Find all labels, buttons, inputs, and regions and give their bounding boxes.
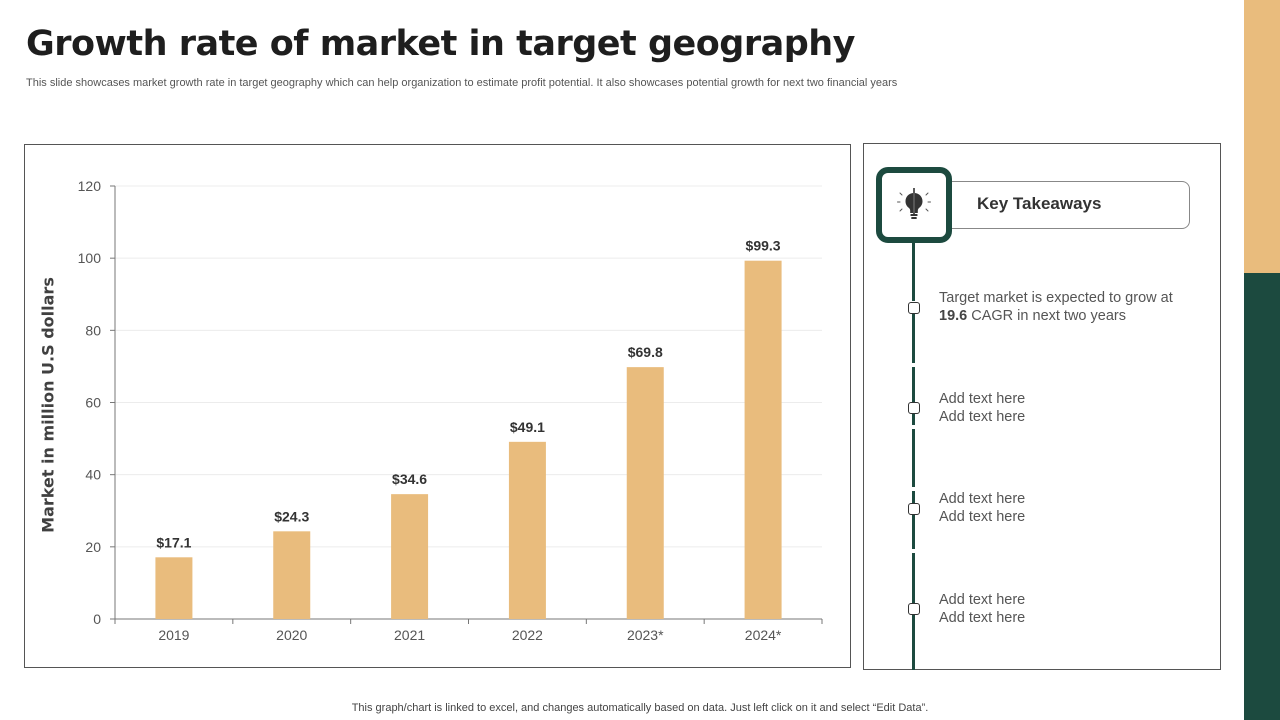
timeline-node xyxy=(908,402,920,414)
lightbulb-icon xyxy=(897,188,931,219)
footer-note: This graph/chart is linked to excel, and… xyxy=(351,702,929,714)
bar xyxy=(273,531,311,619)
bar xyxy=(155,557,193,619)
timeline-node xyxy=(908,503,920,515)
bar xyxy=(508,441,546,619)
x-tick-label: 2020 xyxy=(276,627,307,643)
x-tick-label: 2022 xyxy=(512,627,543,643)
y-tick-label: 60 xyxy=(85,395,101,411)
y-tick-label: 100 xyxy=(78,250,102,266)
takeaway-text: Add text here xyxy=(939,491,1026,507)
data-label: $49.1 xyxy=(510,419,545,435)
x-tick-label: 2024* xyxy=(745,627,782,643)
timeline-node xyxy=(908,302,920,314)
y-tick-label: 80 xyxy=(85,322,101,338)
data-label: $69.8 xyxy=(628,344,663,360)
data-label: $24.3 xyxy=(274,508,309,524)
takeaway-text: Add text here xyxy=(939,391,1026,407)
data-label: $34.6 xyxy=(392,471,427,487)
data-label: $99.3 xyxy=(746,238,781,254)
side-strip-accent-top xyxy=(1244,0,1280,273)
takeaways-header-label: Key Takeaways xyxy=(977,194,1102,213)
takeaway-highlight: 19.6 xyxy=(939,308,968,324)
takeaway-text: Add text here xyxy=(939,509,1026,525)
bar xyxy=(744,260,782,619)
y-tick-label: 20 xyxy=(85,539,101,555)
y-tick-label: 0 xyxy=(93,611,101,627)
icon-badge xyxy=(876,167,952,243)
takeaway-item: Target market is expected to grow at 19.… xyxy=(939,289,1199,325)
takeaway-text: Target market is expected to grow at xyxy=(939,290,1173,306)
timeline-line xyxy=(912,243,915,670)
page-subtitle: This slide showcases market growth rate … xyxy=(26,77,898,89)
takeaway-text: Add text here xyxy=(939,610,1026,626)
takeaway-item: Add text here Add text here xyxy=(939,490,1199,526)
bar xyxy=(626,367,664,619)
y-tick-label: 40 xyxy=(85,467,101,483)
timeline-node xyxy=(908,603,920,615)
takeaway-text: Add text here xyxy=(939,592,1026,608)
takeaway-text: CAGR in next two years xyxy=(967,308,1126,324)
data-label: $17.1 xyxy=(156,534,191,550)
side-strip-accent-bottom xyxy=(1244,273,1280,720)
takeaway-item: Add text here Add text here xyxy=(939,390,1199,426)
takeaway-text: Add text here xyxy=(939,409,1026,425)
page-title: Growth rate of market in target geograph… xyxy=(26,24,856,64)
takeaway-item: Add text here Add text here xyxy=(939,591,1199,627)
bar-chart: 0 20 40 60 80 100 120 $17.1 2019 $24.3 2020 $34.6 20… xyxy=(78,178,823,643)
x-tick-label: 2021 xyxy=(394,627,425,643)
bar xyxy=(391,494,429,619)
x-tick-label: 2019 xyxy=(158,627,189,643)
y-tick-label: 120 xyxy=(78,178,102,194)
y-axis-title: Market in million U.S dollars xyxy=(38,277,58,533)
chart-panel: 0 20 40 60 80 100 120 $17.1 2019 $24.3 2020 $34.6 20… xyxy=(24,144,851,668)
x-tick-label: 2023* xyxy=(627,627,664,643)
takeaways-panel xyxy=(863,143,1221,670)
